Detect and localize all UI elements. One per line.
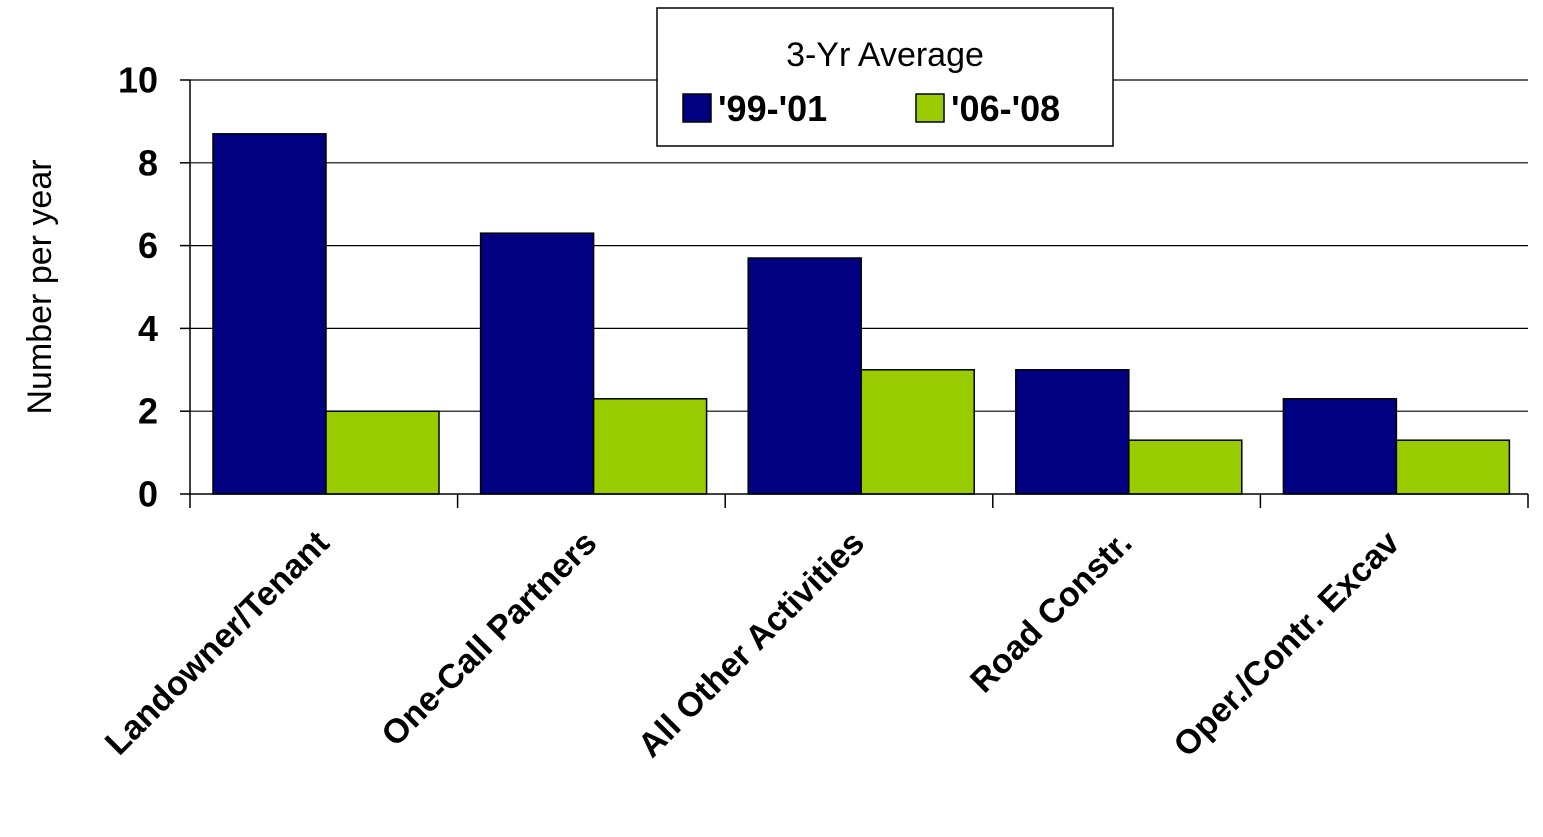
legend-box [656, 7, 1114, 147]
legend: 3-Yr Average '99-'01 '06-'08 [656, 7, 1114, 147]
y-tick-label: 10 [118, 60, 158, 101]
legend-title: 3-Yr Average [786, 36, 984, 74]
axes [189, 80, 1528, 495]
x-tick-label: All Other Activities [631, 524, 872, 765]
bar-series2 [1128, 439, 1243, 495]
bars [212, 133, 1511, 495]
legend-swatch [682, 93, 712, 123]
x-tick-label: Road Constr. [963, 524, 1139, 700]
x-tick-labels: Landowner/Tenant One-Call Partners All Oth… [98, 524, 1407, 765]
y-ticks: 0 2 4 6 8 10 [118, 60, 190, 515]
bar-series1 [212, 133, 327, 495]
bar-series2 [1395, 439, 1511, 495]
legend-items: '99-'01 '06-'08 [682, 88, 1060, 129]
x-tick-label: Oper./Contr. Excav [1166, 524, 1407, 765]
bar-series2 [860, 369, 975, 495]
y-tick-label: 0 [138, 474, 158, 515]
y-tick-label: 8 [138, 142, 158, 183]
y-axis-label: Number per year [21, 159, 59, 414]
y-tick-label: 2 [138, 391, 158, 432]
y-tick-label: 6 [138, 225, 158, 266]
y-tick-label: 4 [138, 308, 158, 349]
legend-label: '99-'01 [718, 88, 827, 129]
bar-series1 [479, 232, 595, 495]
legend-swatch [915, 93, 945, 123]
bar-series2 [325, 410, 440, 495]
bar-series1 [1282, 398, 1398, 495]
bar-series2 [592, 398, 708, 495]
x-tick-label: Landowner/Tenant [98, 524, 337, 763]
x-tick-label: One-Call Partners [374, 524, 604, 754]
bar-series1 [1015, 369, 1130, 495]
bar-series1 [747, 257, 862, 495]
x-ticks [189, 494, 1529, 508]
legend-label: '06-'08 [951, 88, 1060, 129]
